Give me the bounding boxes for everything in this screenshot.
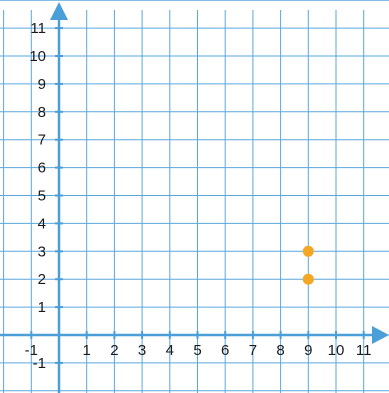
data-points	[302, 245, 314, 285]
y-tick-label: -1	[33, 355, 46, 372]
x-tick-label: 1	[83, 342, 91, 359]
y-tick-label: 7	[38, 132, 46, 149]
data-point	[302, 245, 314, 257]
x-tick-label: 9	[304, 342, 312, 359]
y-tick-label: 9	[38, 76, 46, 93]
x-tick-label: 8	[276, 342, 284, 359]
x-tick-label: 4	[166, 342, 174, 359]
data-point	[302, 273, 314, 285]
x-tick-label: 2	[110, 342, 118, 359]
tick-labels: -1 1 2 3 4 5 6 7 8 9 10 11 -1 1 2 3 4 5 6 7 8 9 10 11	[25, 20, 372, 372]
x-axis-arrow	[372, 326, 389, 344]
x-tick-label: 3	[138, 342, 146, 359]
x-tick-label: 10	[328, 342, 345, 359]
y-axis-arrow	[50, 2, 68, 20]
x-tick-label: 11	[356, 342, 372, 359]
y-tick-label: 6	[38, 160, 46, 177]
x-tick-label: 5	[193, 342, 201, 359]
y-tick-label: 3	[38, 243, 46, 260]
y-tick-label: 1	[38, 299, 46, 316]
y-tick-label: 10	[29, 48, 46, 65]
y-tick-label: 4	[38, 215, 46, 232]
x-tick-label: -1	[25, 342, 38, 359]
y-tick-label: 8	[38, 104, 46, 121]
y-tick-label: 11	[30, 20, 46, 37]
x-tick-label: 6	[221, 342, 229, 359]
y-tick-label: 2	[38, 271, 46, 288]
x-tick-label: 7	[249, 342, 257, 359]
y-tick-label: 5	[38, 188, 46, 205]
